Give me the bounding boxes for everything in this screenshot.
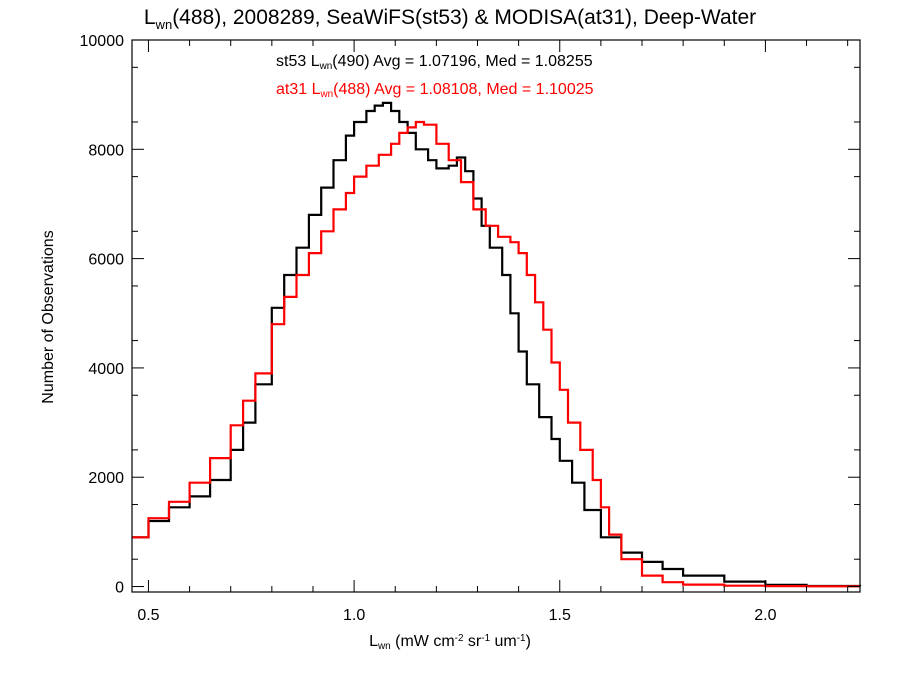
x-axis-label: Lwn (mW cm-2 sr-1 um-1) (0, 632, 900, 653)
xlabel-part3: um (490, 633, 517, 650)
xlabel-subscript: wn (378, 641, 391, 653)
title-main: L (143, 6, 156, 29)
y-tick-label: 6000 (88, 252, 124, 269)
series-line-at31 (132, 120, 860, 588)
legend-st53-text-a: st53 L (276, 53, 320, 70)
xlabel-sup3: -1 (516, 632, 526, 644)
xlabel-main: L (369, 633, 379, 650)
xlabel-part1: (mW cm (390, 633, 455, 650)
legend-at31-subscript: wn (320, 89, 334, 101)
title-subscript: wn (155, 16, 173, 32)
y-tick-label: 4000 (88, 361, 124, 378)
x-tick-label: 2.0 (754, 607, 776, 624)
x-tick-label: 1.5 (549, 607, 571, 624)
y-tick-label: 2000 (88, 470, 124, 487)
legend-st53-text-b: (490) Avg = 1.07196, Med = 1.08255 (332, 53, 593, 70)
chart-title: Lwn(488), 2008289, SeaWiFS(st53) & MODIS… (0, 6, 900, 32)
y-tick-label: 0 (115, 580, 124, 597)
x-tick-label: 0.5 (137, 607, 159, 624)
plot-frame (131, 39, 861, 593)
series-line-st53 (132, 101, 862, 588)
legend-entry-st53: st53 Lwn(490) Avg = 1.07196, Med = 1.082… (276, 53, 593, 73)
title-rest: (488), 2008289, SeaWiFS(st53) & MODISA(a… (172, 6, 757, 29)
xlabel-sup2: -1 (481, 632, 491, 644)
xlabel-sup1: -2 (454, 632, 464, 644)
y-tick-label: 10000 (80, 33, 125, 50)
xlabel-part2: sr (463, 633, 482, 650)
legend-entry-at31: at31 Lwn(488) Avg = 1.08108, Med = 1.100… (276, 81, 594, 101)
x-tick-label: 1.0 (343, 607, 365, 624)
legend-at31-text-a: at31 L (276, 81, 321, 98)
y-tick-label: 8000 (88, 142, 124, 159)
legend-st53-subscript: wn (319, 61, 333, 73)
xlabel-part4: ) (525, 633, 531, 650)
legend-at31-text-b: (488) Avg = 1.08108, Med = 1.10025 (333, 81, 594, 98)
